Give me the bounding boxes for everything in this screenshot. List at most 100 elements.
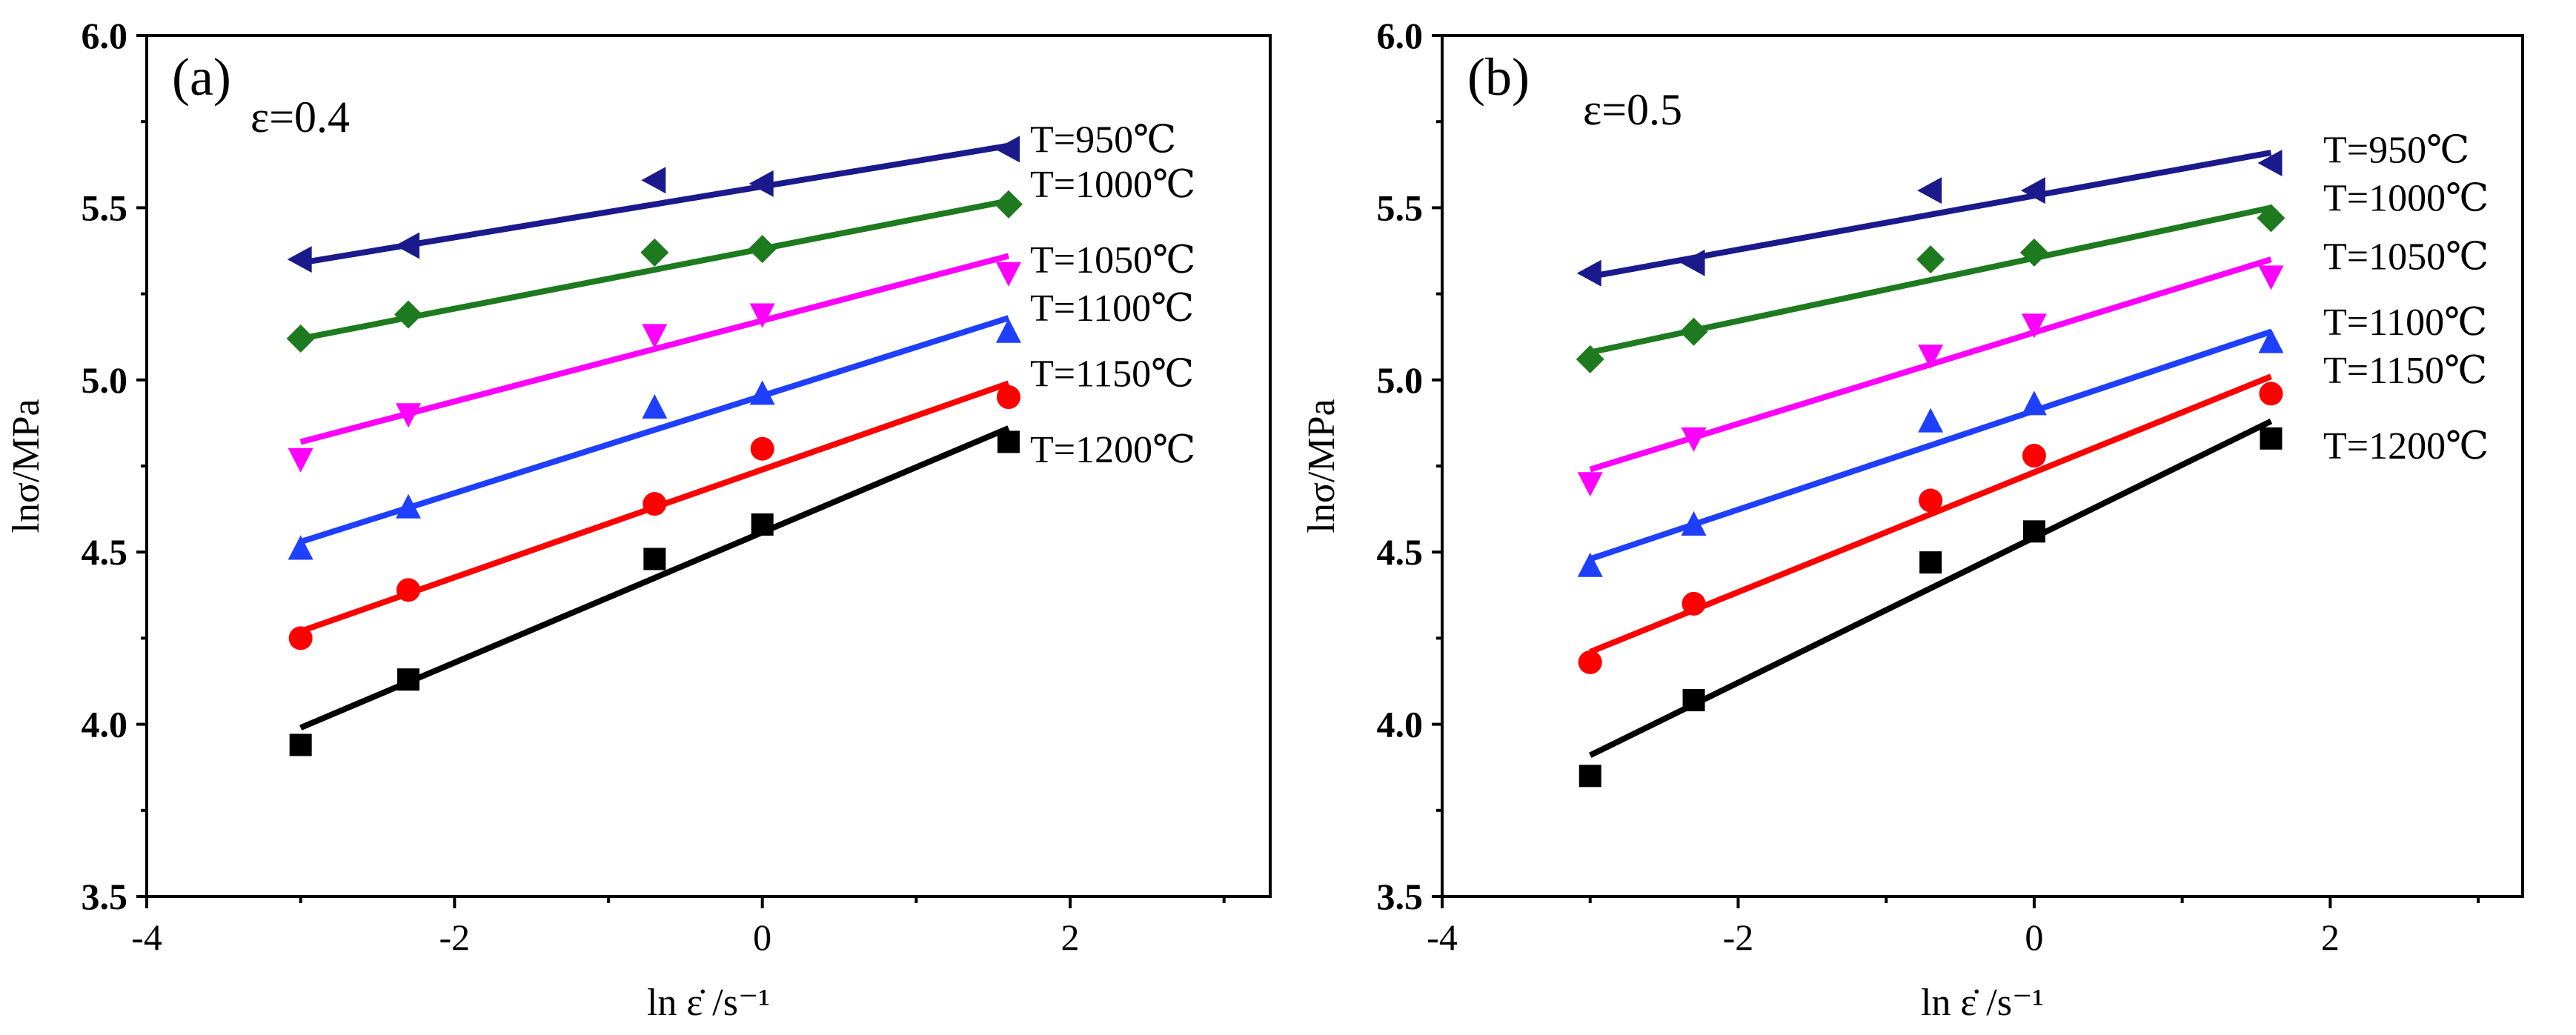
y-tick-label: 5.0 <box>82 359 128 401</box>
data-point <box>1576 345 1604 373</box>
data-point <box>2022 444 2046 468</box>
data-point <box>2022 520 2045 543</box>
data-point <box>1918 345 1944 370</box>
data-point <box>749 303 775 328</box>
x-tick-label: -4 <box>131 916 162 958</box>
data-point <box>994 190 1023 219</box>
data-point <box>750 436 774 461</box>
data-point <box>642 324 668 349</box>
data-point <box>748 235 777 264</box>
series-1100C: T=1100℃ <box>1577 302 2487 577</box>
data-point <box>289 733 312 756</box>
y-tick-label: 4.5 <box>82 531 128 573</box>
data-point <box>2257 204 2285 233</box>
fit-line <box>1589 328 2272 562</box>
series-label: T=950℃ <box>1030 119 1176 161</box>
series-label: T=1150℃ <box>2323 350 2487 392</box>
chart-panel-a: 3.5 4.0 4.5 5.0 5.5 6.0 -4 -2 0 2 ln ε̇ /s⁻¹ lnσ/MP… <box>5 15 1272 1024</box>
data-point <box>1919 488 1943 513</box>
data-point <box>395 232 420 259</box>
series-label: T=950℃ <box>2323 129 2469 171</box>
data-point <box>2019 238 2048 267</box>
series-1200C: T=1200℃ <box>1579 418 2489 788</box>
y-tick-label: 4.5 <box>1377 531 1424 573</box>
data-point <box>748 170 774 197</box>
data-point <box>751 513 774 536</box>
data-point <box>1682 689 1705 712</box>
chart-panel-b: 3.5 4.0 4.5 5.0 5.5 6.0 -4 -2 0 2 ln ε̇ /s⁻¹ lnσ/MP… <box>1301 15 2524 1024</box>
series-label: T=1200℃ <box>2323 425 2489 467</box>
y-tick-label: 5.0 <box>1377 359 1424 401</box>
data-point <box>1919 551 1942 574</box>
data-point <box>1578 650 1602 674</box>
series-label: T=1150℃ <box>1030 353 1194 396</box>
series-1000C: T=1000℃ <box>1576 177 2489 373</box>
y-tick-label: 6.0 <box>82 15 128 56</box>
panel-label: (a) <box>172 47 231 107</box>
data-point <box>995 136 1020 163</box>
y-tick-label: 4.0 <box>1377 704 1424 745</box>
data-point <box>2260 427 2283 450</box>
data-point <box>1682 591 1706 616</box>
x-tick-label: 2 <box>2321 916 2340 958</box>
data-point <box>996 385 1020 410</box>
data-point <box>1579 765 1601 788</box>
data-point <box>1917 177 1942 204</box>
data-point <box>1577 472 1603 497</box>
data-point <box>396 403 422 428</box>
data-point <box>643 548 666 570</box>
series-950C: T=950℃ <box>287 119 1176 273</box>
series-label: T=1050℃ <box>2323 236 2489 278</box>
data-point <box>2021 313 2047 339</box>
fit-line <box>299 253 1009 445</box>
y-axis-label: lnσ/MPa <box>5 399 47 533</box>
x-axis-label: ln ε̇ /s⁻¹ <box>647 982 770 1024</box>
y-tick-label: 4.0 <box>82 704 128 745</box>
data-point <box>1916 245 1945 274</box>
data-point <box>1576 259 1601 287</box>
series-1150C: T=1150℃ <box>1578 350 2487 674</box>
data-point <box>1681 427 1707 452</box>
data-point <box>995 318 1021 343</box>
data-point <box>396 578 421 602</box>
strain-label: ε=0.4 <box>250 93 350 142</box>
data-point <box>2020 177 2045 204</box>
data-point <box>396 493 422 519</box>
data-point <box>997 430 1020 453</box>
y-tick-label: 3.5 <box>82 876 128 917</box>
series-label: T=1050℃ <box>1030 239 1195 282</box>
series-1050C: T=1050℃ <box>1577 236 2489 497</box>
x-axis-label: ln ε̇ /s⁻¹ <box>1921 982 2044 1024</box>
x-tick-label: -2 <box>439 916 471 958</box>
data-point <box>643 492 667 516</box>
series-950C: T=950℃ <box>1576 129 2469 287</box>
x-tick-label: -2 <box>1723 916 1754 958</box>
y-tick-label: 6.0 <box>1377 15 1424 56</box>
series-label: T=1000℃ <box>1030 164 1195 206</box>
fit-line <box>299 315 1010 545</box>
y-tick-label: 5.5 <box>82 187 128 228</box>
series-1200C: T=1200℃ <box>289 425 1195 756</box>
data-point <box>288 447 313 473</box>
data-point <box>2259 382 2283 406</box>
series-label: T=1100℃ <box>2323 302 2487 344</box>
data-point <box>749 380 775 405</box>
data-point <box>1577 552 1603 577</box>
data-point <box>1680 249 1705 276</box>
x-tick-label: 0 <box>2025 916 2043 958</box>
data-point <box>640 238 669 267</box>
data-point <box>288 535 313 560</box>
series-1050C: T=1050℃ <box>288 239 1195 473</box>
series-label: T=1100℃ <box>1030 287 1194 330</box>
data-point <box>2258 265 2284 290</box>
data-point <box>286 325 315 353</box>
data-point <box>995 262 1021 287</box>
data-point <box>1681 511 1707 536</box>
data-point <box>2258 328 2284 353</box>
data-point <box>394 300 423 329</box>
data-point <box>287 246 312 273</box>
series-1100C: T=1100℃ <box>288 287 1194 560</box>
data-point <box>641 167 666 194</box>
series-1000C: T=1000℃ <box>286 164 1195 353</box>
